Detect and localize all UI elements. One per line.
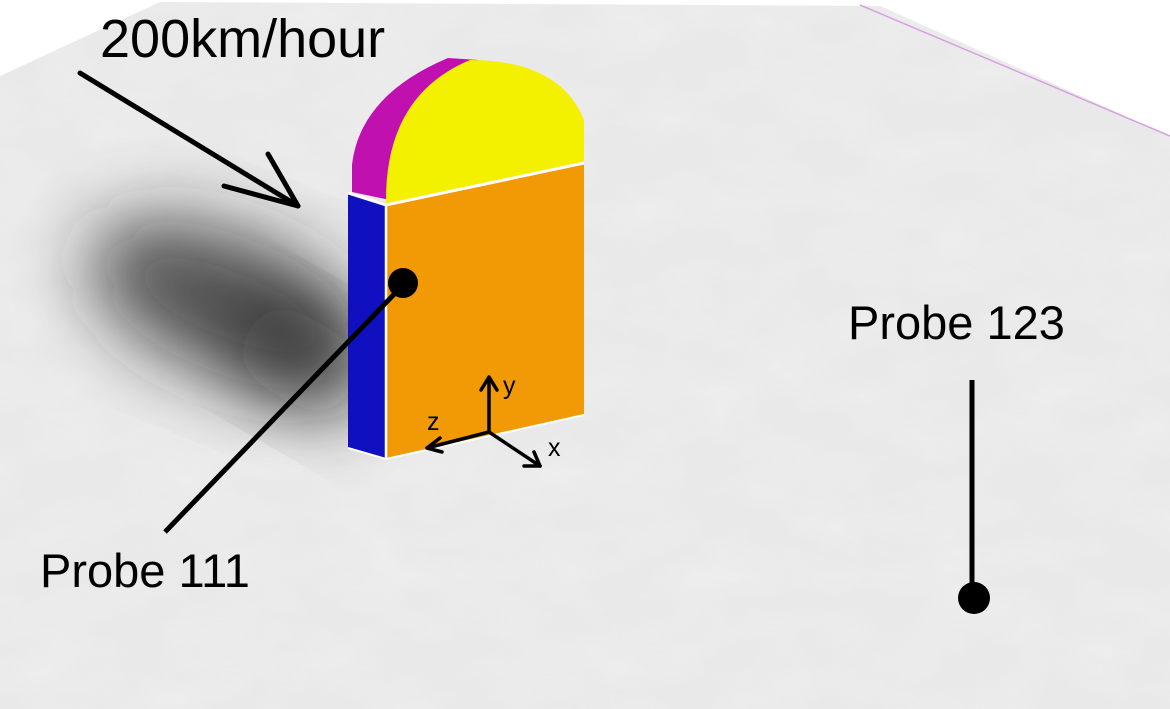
vehicle-base-edge [347, 414, 585, 461]
ground-edge [859, 4, 1170, 137]
vehicle-body-side [348, 193, 386, 459]
axis-y-label: y [503, 372, 516, 400]
probe-111-marker [163, 268, 418, 534]
vehicle-cap-front [385, 60, 584, 205]
velocity-arrow [77, 70, 301, 209]
vehicle-body-front [386, 163, 584, 459]
probe-123-marker [958, 380, 990, 614]
vehicle-model [347, 58, 585, 461]
axis-x-label: x [548, 434, 561, 462]
probe-123-label: Probe 123 [848, 296, 1065, 349]
vehicle-cap-side [352, 58, 478, 200]
coordinate-axes [425, 375, 542, 468]
probe-111-label: Probe 111 [40, 544, 250, 597]
speed-label: 200km/hour [100, 9, 386, 69]
axis-z-label: z [427, 408, 440, 436]
vehicle-shadow-core [235, 307, 365, 413]
